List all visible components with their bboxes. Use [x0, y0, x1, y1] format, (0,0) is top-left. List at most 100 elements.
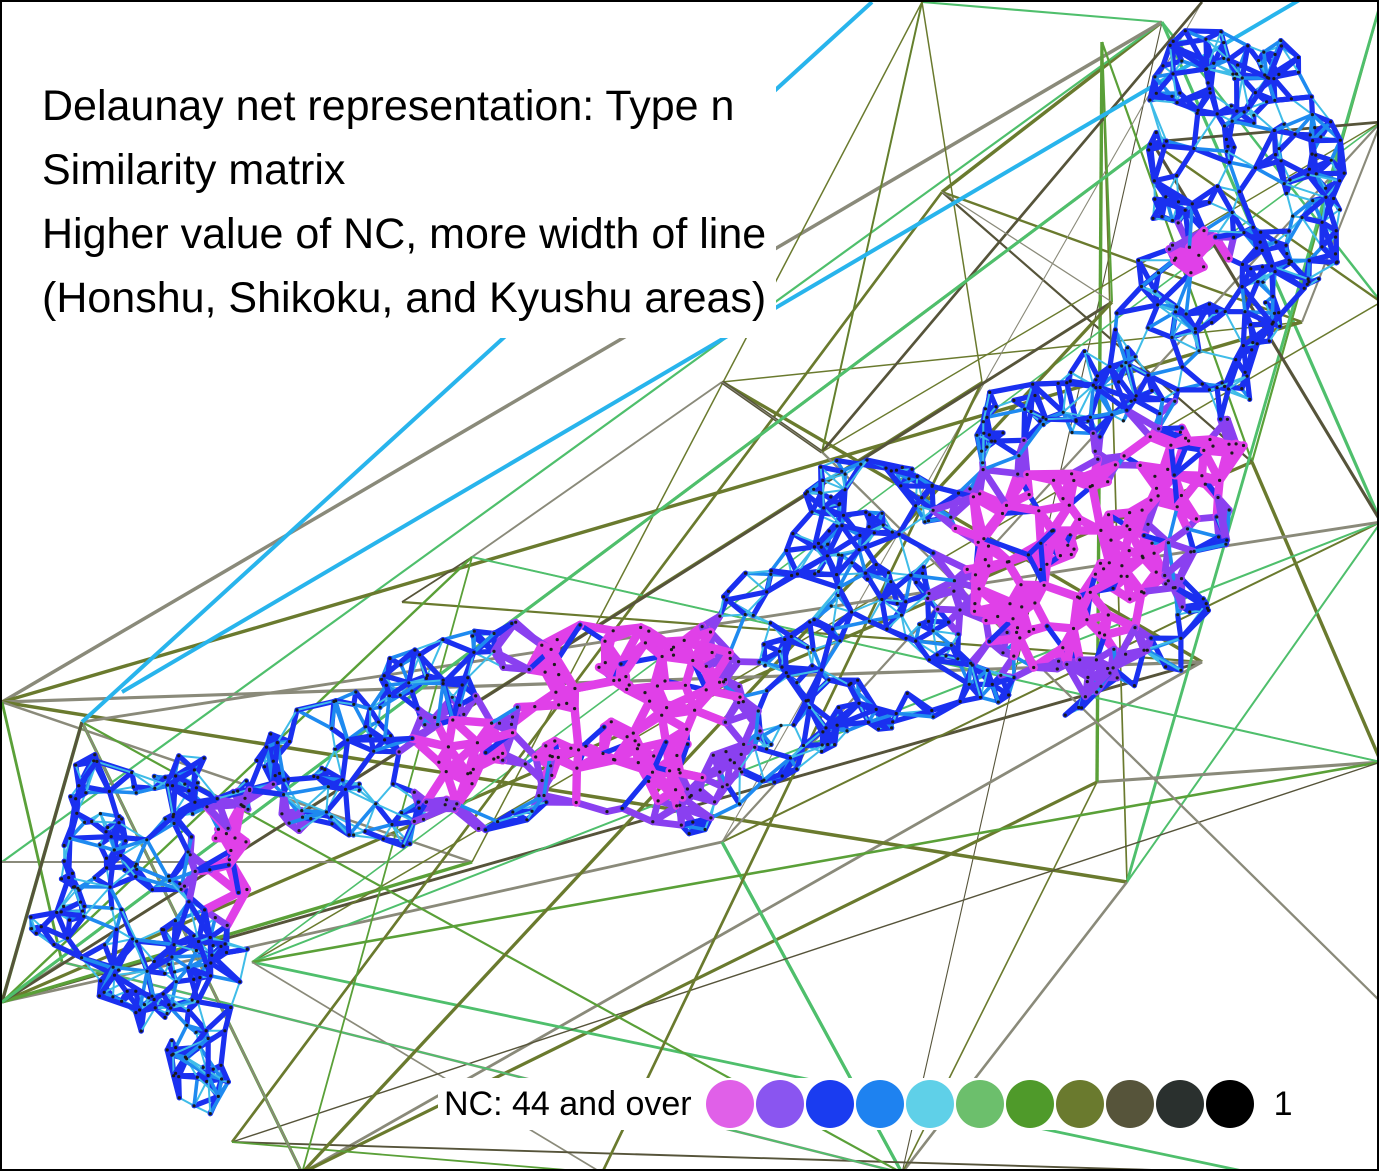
- station-node: [958, 699, 962, 704]
- station-node: [1179, 493, 1183, 498]
- station-node: [70, 871, 75, 876]
- land-edge: [192, 847, 234, 875]
- station-node: [887, 571, 891, 575]
- station-node: [76, 886, 80, 891]
- land-edge: [824, 523, 845, 559]
- land-edge: [466, 650, 495, 679]
- station-node: [189, 835, 194, 839]
- station-node: [80, 909, 85, 913]
- station-node: [163, 1015, 167, 1020]
- land-edge: [1005, 581, 1049, 608]
- station-node: [920, 496, 924, 500]
- station-node: [1224, 137, 1228, 141]
- land-edge: [1049, 501, 1074, 535]
- station-node: [876, 727, 881, 731]
- land-edge: [1305, 172, 1329, 200]
- station-node: [1200, 382, 1204, 386]
- station-node: [1168, 43, 1172, 48]
- station-node: [986, 544, 991, 548]
- station-node: [170, 784, 175, 788]
- station-node: [347, 833, 351, 837]
- land-edge: [913, 503, 927, 524]
- station-node: [419, 716, 423, 720]
- station-node: [835, 524, 839, 528]
- land-edge: [67, 833, 114, 841]
- land-edge: [783, 544, 818, 554]
- station-node: [836, 553, 841, 557]
- land-edge: [821, 479, 825, 509]
- station-node: [1154, 130, 1158, 135]
- station-node: [117, 968, 121, 972]
- station-node: [601, 751, 605, 756]
- land-edge: [435, 681, 445, 727]
- land-edge: [908, 573, 957, 583]
- land-edge: [1278, 37, 1302, 61]
- sea-edge: [941, 191, 1253, 463]
- station-node: [211, 1067, 215, 1071]
- station-node: [1027, 629, 1031, 634]
- station-node: [1038, 419, 1042, 423]
- station-node: [1206, 81, 1210, 85]
- station-node: [1179, 577, 1184, 581]
- station-node: [1310, 113, 1314, 117]
- land-edge: [1270, 294, 1275, 326]
- station-node: [1174, 310, 1178, 314]
- station-node: [1039, 567, 1043, 572]
- land-edge: [1039, 581, 1082, 602]
- station-node: [117, 814, 121, 819]
- land-edge: [1225, 343, 1246, 392]
- station-node: [208, 868, 212, 872]
- land-edge: [287, 810, 329, 825]
- station-node: [996, 614, 1000, 619]
- station-node: [105, 866, 109, 870]
- station-node: [1156, 303, 1160, 307]
- station-node: [691, 658, 695, 663]
- station-node: [1139, 284, 1144, 289]
- station-node: [330, 726, 334, 731]
- station-node: [1225, 417, 1229, 421]
- land-edge: [374, 783, 394, 805]
- land-edge: [1323, 194, 1339, 234]
- station-node: [170, 1039, 174, 1043]
- station-node: [1119, 574, 1123, 578]
- land-edge: [718, 595, 725, 618]
- land-edge: [1283, 182, 1327, 199]
- land-edge: [1170, 336, 1200, 352]
- station-node: [1095, 690, 1099, 694]
- station-node: [492, 649, 496, 654]
- station-node: [856, 678, 860, 682]
- station-node: [112, 848, 116, 852]
- station-node: [437, 760, 441, 764]
- station-node: [55, 910, 59, 915]
- land-edge: [885, 614, 903, 631]
- land-edge: [1192, 112, 1219, 150]
- station-node: [784, 548, 789, 553]
- land-edge: [196, 1000, 208, 1032]
- land-edge: [880, 598, 907, 603]
- land-edge: [342, 748, 377, 792]
- station-node: [106, 825, 110, 830]
- station-node: [1121, 419, 1125, 423]
- station-node: [866, 720, 871, 724]
- land-edge: [926, 642, 954, 663]
- station-node: [316, 775, 320, 780]
- station-node: [139, 1029, 143, 1033]
- station-node: [1164, 195, 1168, 199]
- station-node: [1185, 527, 1190, 531]
- land-edge: [722, 718, 747, 748]
- station-node: [899, 484, 903, 488]
- station-node: [947, 620, 951, 624]
- station-node: [890, 726, 894, 730]
- station-node: [1263, 301, 1268, 305]
- station-node: [379, 677, 384, 682]
- land-edge: [574, 745, 619, 765]
- land-edge: [985, 407, 1027, 420]
- land-edge: [926, 657, 975, 668]
- station-node: [732, 761, 737, 765]
- station-node: [172, 821, 176, 826]
- station-node: [1175, 505, 1179, 509]
- station-node: [492, 631, 496, 636]
- land-edge: [344, 788, 377, 805]
- station-node: [819, 465, 823, 469]
- station-node: [540, 778, 544, 783]
